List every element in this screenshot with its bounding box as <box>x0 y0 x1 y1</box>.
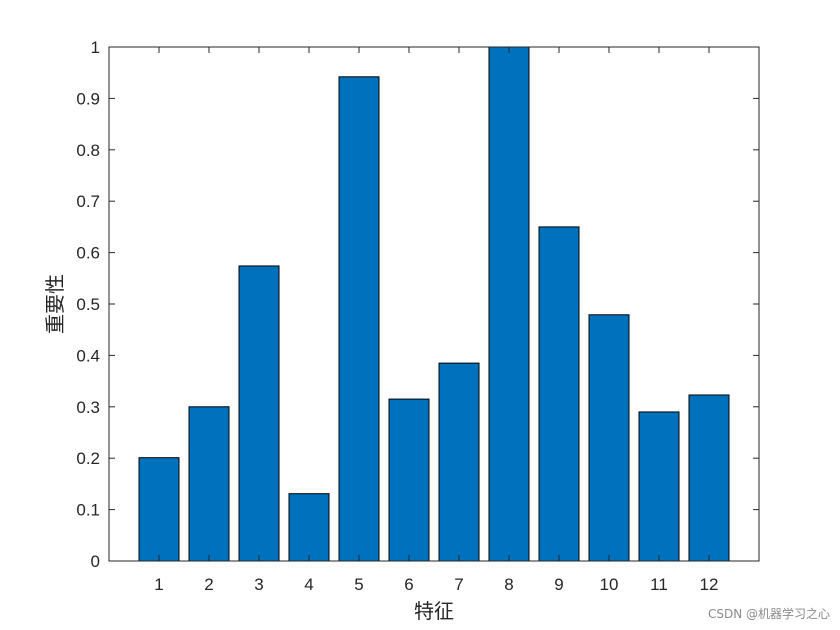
y-tick-label: 0.5 <box>76 295 100 314</box>
bar-11 <box>638 411 680 562</box>
y-tick-label: 0.4 <box>76 346 100 365</box>
x-tick-label: 7 <box>454 575 463 594</box>
bar-6 <box>388 398 430 562</box>
bar-4 <box>288 493 330 562</box>
bar-2 <box>188 406 230 562</box>
x-tick-label: 4 <box>304 575 313 594</box>
bar-1 <box>138 457 180 562</box>
bar-7 <box>438 362 480 562</box>
y-axis-label: 重要性 <box>43 274 67 334</box>
bar-8 <box>488 46 530 562</box>
y-tick-label: 0.8 <box>76 141 100 160</box>
y-tick-label: 0.6 <box>76 244 100 263</box>
x-tick-label: 6 <box>404 575 413 594</box>
bar-10 <box>588 314 630 562</box>
x-tick-label: 3 <box>254 575 263 594</box>
bars-group <box>138 46 730 562</box>
y-ticks-group: 0 0.1 0.2 0.3 0.4 0.5 0.6 0.7 0.8 0.9 1 <box>76 38 759 571</box>
y-tick-label: 0.9 <box>76 89 100 108</box>
y-tick-label: 0.1 <box>76 501 100 520</box>
x-tick-label: 1 <box>154 575 163 594</box>
y-tick-label: 0.3 <box>76 398 100 417</box>
x-tick-label: 12 <box>700 575 719 594</box>
x-tick-label: 11 <box>650 575 668 594</box>
bar-12 <box>688 394 730 562</box>
x-tick-label: 5 <box>354 575 363 594</box>
y-tick-label: 0 <box>91 552 100 571</box>
x-tick-label: 8 <box>504 575 513 594</box>
y-tick-label: 1 <box>91 38 100 57</box>
watermark: CSDN @机器学习之心 <box>707 607 830 621</box>
x-ticks-group: 1 2 3 4 5 6 7 8 9 10 11 12 <box>154 47 718 594</box>
bar-9 <box>538 226 580 562</box>
x-axis-label: 特征 <box>414 599 454 623</box>
x-tick-label: 2 <box>204 575 213 594</box>
y-tick-label: 0.2 <box>76 449 100 468</box>
x-tick-label: 9 <box>554 575 563 594</box>
x-tick-label: 10 <box>600 575 619 594</box>
bar-3 <box>238 265 280 562</box>
y-tick-label: 0.7 <box>76 192 100 211</box>
bar-5 <box>338 76 380 562</box>
axes-box <box>108 46 760 562</box>
